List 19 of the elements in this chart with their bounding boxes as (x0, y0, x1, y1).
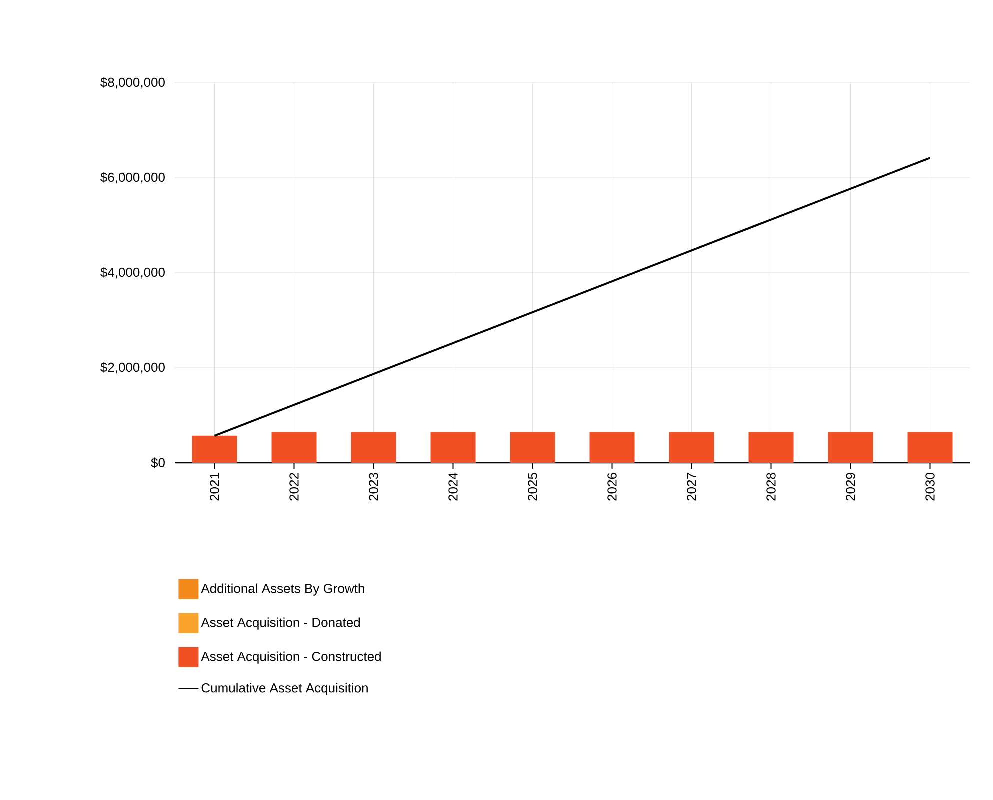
y-tick-label: $4,000,000 (100, 267, 165, 279)
x-tick-label: 2025 (528, 473, 538, 501)
y-tick-label: $6,000,000 (100, 172, 165, 184)
y-tick-label: $0 (151, 458, 165, 468)
y-tick-label: $2,000,000 (100, 362, 165, 374)
x-tick-label: 2022 (290, 473, 299, 501)
legend-label: Asset Acquisition - Donated (201, 618, 360, 630)
x-tick-label: 2026 (608, 473, 617, 501)
x-tick-label: 2023 (369, 473, 378, 501)
x-tick-label: 2021 (210, 473, 220, 501)
x-tick-label: 2029 (846, 473, 856, 501)
x-tick-label: 2028 (766, 473, 776, 501)
legend-label: Additional Assets By Growth (201, 584, 364, 596)
x-tick-label: 2030 (926, 473, 935, 501)
x-tick-label: 2024 (448, 472, 458, 501)
y-tick-label: $8,000,000 (100, 77, 165, 89)
legend-label: Cumulative Asset Acquisition (202, 683, 368, 696)
x-tick-label: 2027 (687, 473, 696, 501)
legend-label: Asset Acquisition - Constructed (201, 652, 381, 664)
